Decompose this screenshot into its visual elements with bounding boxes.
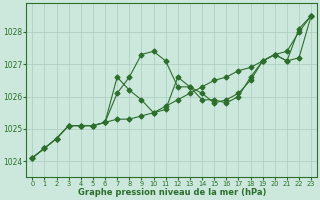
X-axis label: Graphe pression niveau de la mer (hPa): Graphe pression niveau de la mer (hPa) <box>77 188 266 197</box>
